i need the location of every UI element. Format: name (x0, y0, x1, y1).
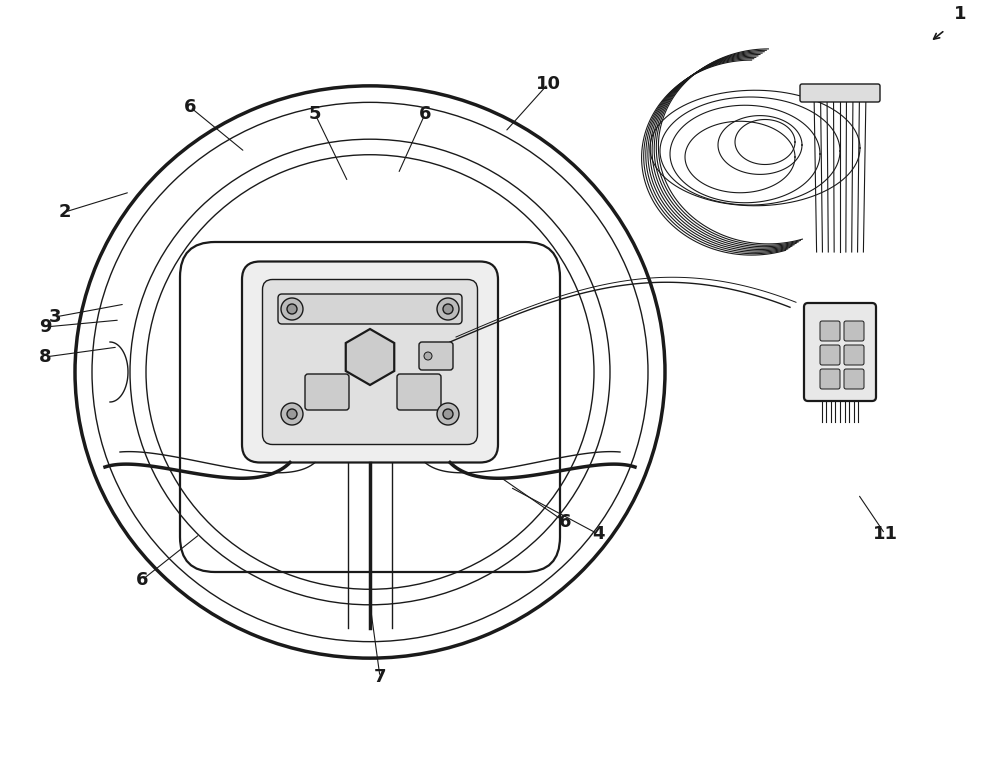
Text: 2: 2 (59, 203, 71, 221)
FancyBboxPatch shape (844, 369, 864, 389)
Circle shape (281, 298, 303, 320)
FancyBboxPatch shape (804, 303, 876, 401)
Text: 3: 3 (49, 308, 61, 326)
Circle shape (287, 304, 297, 314)
FancyBboxPatch shape (305, 374, 349, 410)
Circle shape (443, 409, 453, 419)
Text: 7: 7 (374, 668, 386, 686)
Text: 6: 6 (184, 98, 196, 116)
Circle shape (287, 409, 297, 419)
FancyBboxPatch shape (800, 84, 880, 102)
Text: 5: 5 (309, 105, 321, 123)
Text: 4: 4 (592, 525, 604, 543)
Text: 6: 6 (559, 513, 571, 531)
Text: 6: 6 (136, 571, 148, 589)
Text: 11: 11 (872, 525, 898, 543)
Circle shape (437, 403, 459, 425)
FancyBboxPatch shape (844, 345, 864, 365)
Circle shape (424, 352, 432, 360)
Text: 10: 10 (536, 75, 560, 93)
Circle shape (281, 403, 303, 425)
FancyBboxPatch shape (419, 342, 453, 370)
Circle shape (443, 304, 453, 314)
FancyBboxPatch shape (397, 374, 441, 410)
Text: 9: 9 (39, 318, 51, 336)
Circle shape (437, 298, 459, 320)
Polygon shape (346, 329, 394, 385)
FancyBboxPatch shape (844, 321, 864, 341)
FancyBboxPatch shape (278, 294, 462, 324)
FancyBboxPatch shape (242, 262, 498, 462)
Text: 8: 8 (39, 348, 51, 366)
FancyBboxPatch shape (820, 345, 840, 365)
Text: 6: 6 (419, 105, 431, 123)
Text: 1: 1 (954, 5, 966, 23)
FancyBboxPatch shape (820, 321, 840, 341)
FancyBboxPatch shape (262, 279, 478, 445)
FancyBboxPatch shape (820, 369, 840, 389)
